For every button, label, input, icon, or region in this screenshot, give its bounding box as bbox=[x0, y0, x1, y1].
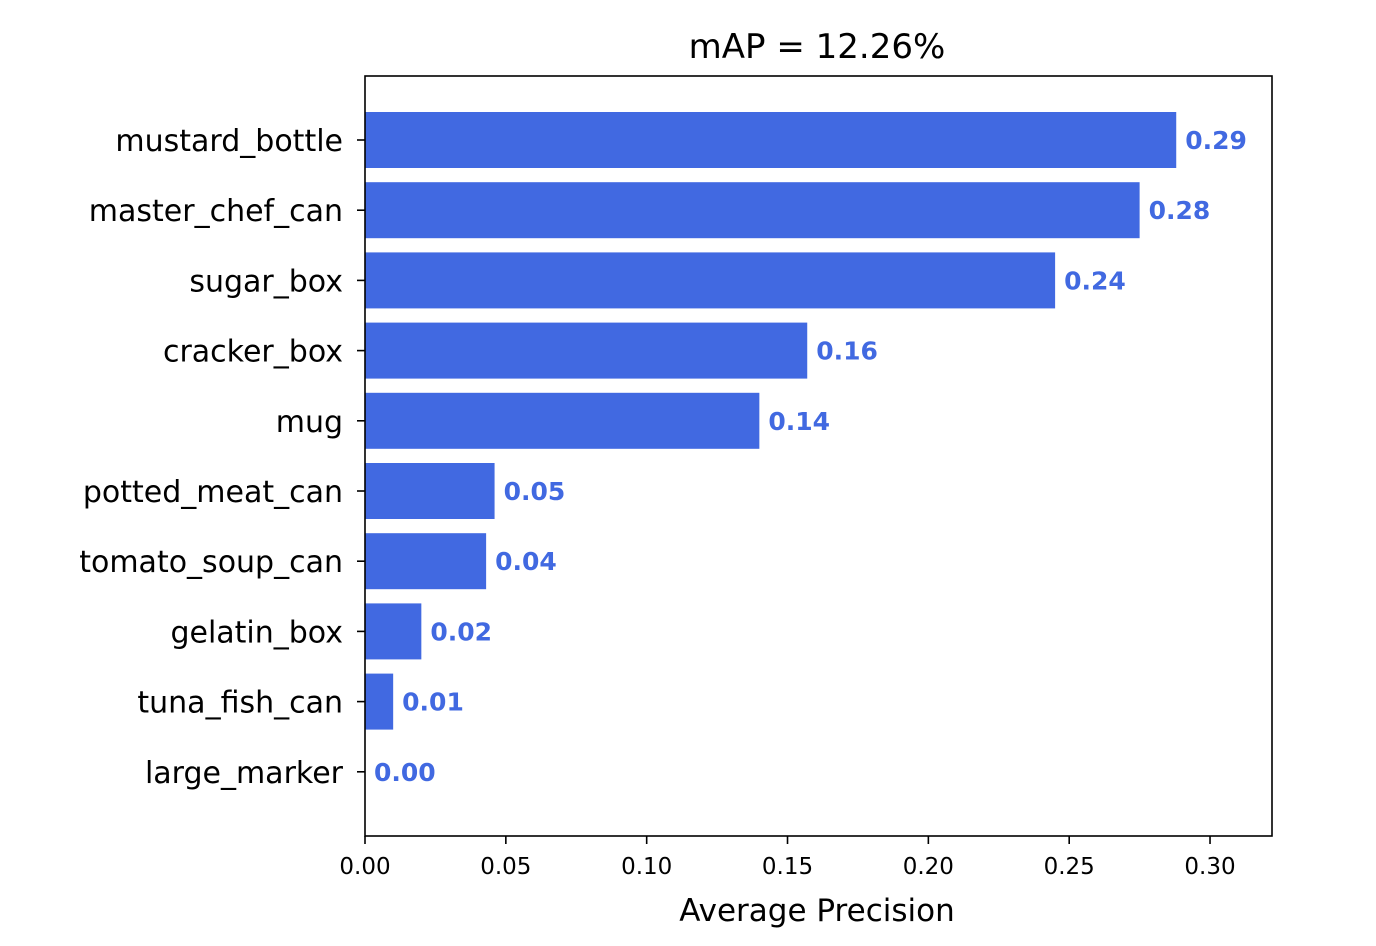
x-tick-label: 0.30 bbox=[1184, 854, 1235, 880]
y-tick-label: large_marker bbox=[145, 756, 344, 791]
data-label: 0.24 bbox=[1064, 266, 1126, 295]
bar-mustard-bottle bbox=[365, 112, 1177, 168]
data-label: 0.01 bbox=[402, 688, 464, 717]
bar-sugar-box bbox=[365, 252, 1056, 309]
data-label: 0.04 bbox=[495, 547, 557, 576]
y-tick-label: cracker_box bbox=[163, 335, 343, 370]
x-tick-label: 0.20 bbox=[903, 854, 954, 880]
data-label: 0.05 bbox=[504, 477, 566, 506]
x-axis-label: Average Precision bbox=[679, 893, 954, 929]
data-label: 0.00 bbox=[374, 758, 436, 787]
y-tick-labels: mustard_bottle master_chef_can sugar_boxcr… bbox=[79, 124, 365, 791]
data-label: 0.28 bbox=[1149, 196, 1211, 225]
y-tick-label: mustard_bottle bbox=[115, 124, 343, 159]
y-tick-label: tuna_fish_can bbox=[137, 686, 343, 721]
x-tick-label: 0.10 bbox=[621, 854, 672, 880]
y-tick-label: potted_meat_can bbox=[83, 475, 343, 510]
data-labels: 0.29 0.28 0.24 0.16 0.14 0.05 0.04 0.02 0.01 0.00 bbox=[374, 126, 1247, 787]
bar-master-chef-can bbox=[365, 182, 1140, 239]
x-tick-label: 0.25 bbox=[1044, 854, 1095, 880]
y-tick-label: sugar_box bbox=[189, 264, 343, 299]
y-tick-label: tomato_soup_can bbox=[79, 545, 343, 580]
data-label: 0.29 bbox=[1185, 126, 1247, 155]
chart-title: mAP = 12.26% bbox=[689, 27, 946, 67]
x-axis: 0.00 0.05 0.10 0.15 0.20 0.25 0.30 bbox=[339, 836, 1236, 880]
x-tick-label: 0.15 bbox=[762, 854, 813, 880]
bar-mug bbox=[365, 392, 760, 449]
bars-group bbox=[365, 112, 1177, 730]
y-tick-label: master_chef_can bbox=[89, 194, 343, 229]
data-label: 0.14 bbox=[768, 407, 830, 436]
y-tick-label: mug bbox=[276, 405, 343, 440]
data-label: 0.02 bbox=[430, 617, 492, 646]
bar-gelatin-box bbox=[365, 603, 422, 660]
x-tick-label: 0.00 bbox=[339, 854, 390, 880]
bar-cracker-box bbox=[365, 322, 808, 379]
x-tick-label: 0.05 bbox=[480, 854, 531, 880]
y-tick-label: gelatin_box bbox=[170, 615, 343, 650]
bar-tuna-fish-can bbox=[365, 673, 394, 730]
bar-potted-meat-can bbox=[365, 463, 495, 519]
bar-tomato-soup-can bbox=[365, 533, 487, 590]
plot-frame bbox=[364, 75, 1273, 837]
data-label: 0.16 bbox=[816, 337, 878, 366]
